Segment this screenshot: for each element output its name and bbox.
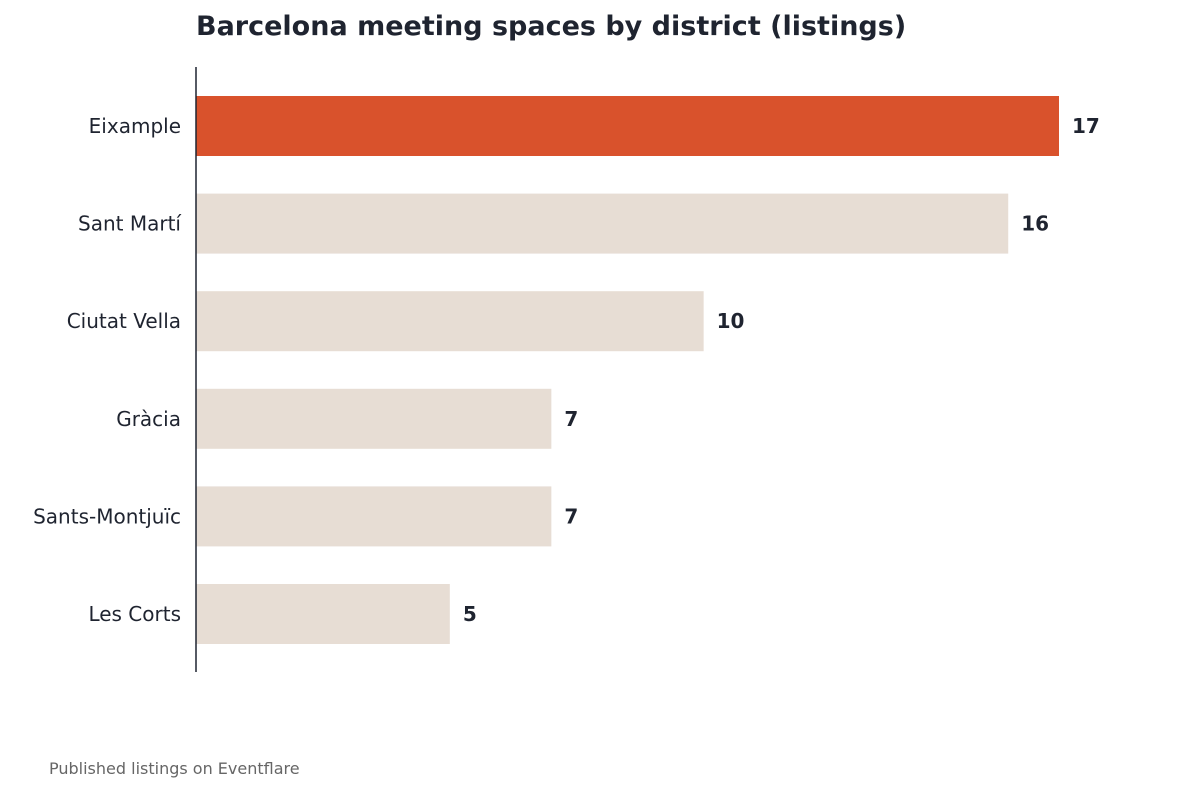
bar-1 xyxy=(196,193,1009,254)
source-note: Published listings on Eventflare xyxy=(49,759,300,778)
value-label: 5 xyxy=(463,602,477,626)
value-label: 16 xyxy=(1021,212,1049,236)
value-label: 10 xyxy=(717,309,745,333)
category-label: Sant Martí xyxy=(78,212,182,236)
bar-0 xyxy=(196,96,1059,156)
value-label: 17 xyxy=(1072,114,1100,138)
value-label: 7 xyxy=(564,504,578,528)
category-label: Ciutat Vella xyxy=(67,309,181,333)
chart-title: Barcelona meeting spaces by district (li… xyxy=(196,11,907,42)
category-label: Gràcia xyxy=(116,407,181,431)
category-label: Sants-Montjuïc xyxy=(33,504,181,528)
bar-4 xyxy=(196,486,552,547)
bar-5 xyxy=(196,584,450,644)
category-label: Eixample xyxy=(89,114,181,138)
bar-2 xyxy=(196,291,704,352)
bar-3 xyxy=(196,388,552,449)
value-label: 7 xyxy=(564,407,578,431)
category-label: Les Corts xyxy=(88,602,181,626)
